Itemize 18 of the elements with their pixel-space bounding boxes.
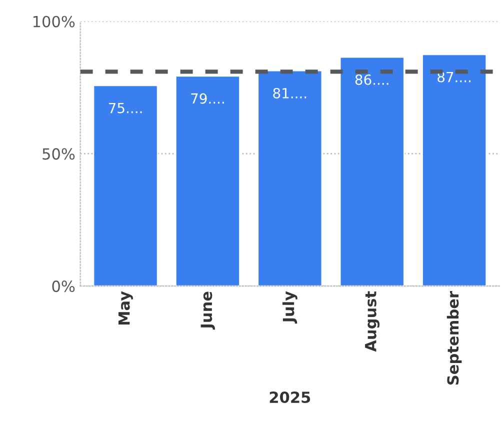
bar [174,75,240,286]
data-label: 79.... [191,93,224,104]
bar [339,56,405,286]
bar [422,54,488,286]
x-tick-label: June [200,292,215,330]
y-tick-label: 100% [33,16,75,28]
data-label: 75.... [109,102,142,114]
data-label: 81.... [273,88,306,98]
data-label: 86.... [355,74,388,85]
y-tick-label: 50% [42,148,75,160]
bar [92,84,158,286]
bar [257,70,323,286]
x-tick-label: May [118,291,133,325]
x-tick-label: September [446,290,462,385]
x-axis-title: 2025 [270,391,310,404]
x-tick-label: August [365,291,380,352]
x-tick-label: July [282,291,298,324]
y-tick-label: 0% [52,280,75,292]
